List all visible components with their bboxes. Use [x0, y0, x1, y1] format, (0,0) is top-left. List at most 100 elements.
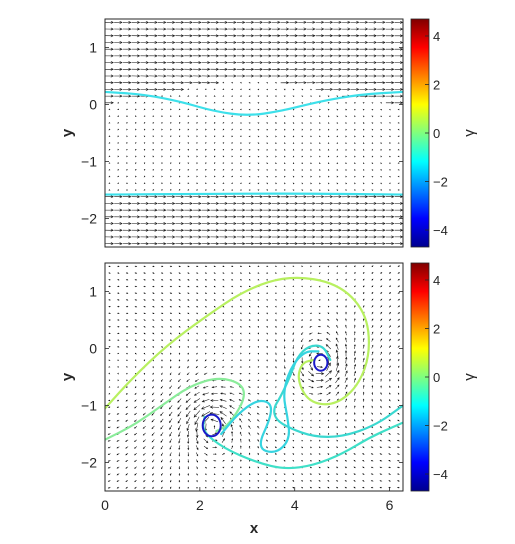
- quiver-arrow: [125, 453, 129, 456]
- quiver-arrow: [257, 352, 260, 355]
- quiver-arrow: [116, 406, 120, 409]
- quiver-arrow: [152, 108, 155, 111]
- quiver-arrow: [380, 318, 383, 322]
- quiver-arrow: [231, 135, 234, 138]
- quiver-arrow: [283, 332, 286, 336]
- quiver-arrow: [193, 81, 202, 85]
- quiver-arrow: [126, 122, 128, 124]
- quiver-arrow: [257, 122, 260, 124]
- quiver-arrow: [169, 265, 173, 268]
- quiver-arrow: [354, 304, 356, 308]
- quiver-arrow: [350, 47, 360, 51]
- quiver-arrow: [239, 95, 242, 97]
- quiver-arrow: [298, 81, 307, 85]
- quiver-arrow: [315, 228, 325, 232]
- quiver-arrow: [362, 418, 365, 422]
- quiver-arrow: [170, 155, 172, 158]
- quiver-arrow: [117, 135, 120, 138]
- quiver-arrow: [185, 398, 191, 403]
- quiver-arrow: [315, 372, 325, 376]
- quiver-arrow: [283, 358, 286, 363]
- quiver-arrow: [389, 372, 391, 375]
- quiver-arrow: [309, 473, 312, 475]
- quiver-arrow: [135, 128, 137, 131]
- quiver-arrow: [105, 222, 114, 225]
- quiver-arrow: [203, 438, 209, 444]
- quiver-arrow: [275, 359, 277, 362]
- quiver-arrow: [160, 452, 164, 457]
- quiver-arrow: [131, 228, 141, 232]
- quiver-arrow: [301, 135, 304, 138]
- quiver-arrow: [324, 195, 334, 199]
- quiver-arrow: [397, 115, 400, 117]
- quiver-arrow: [239, 162, 242, 164]
- quiver-arrow: [368, 195, 377, 199]
- quiver-arrow: [169, 425, 173, 430]
- quiver-arrow: [315, 222, 325, 225]
- quiver-arrow: [292, 446, 295, 449]
- quiver-arrow: [222, 175, 225, 178]
- quiver-arrow: [315, 27, 325, 31]
- quiver-arrow: [292, 142, 295, 144]
- quiver-arrow: [318, 466, 321, 469]
- quiver-arrow: [193, 34, 202, 38]
- quiver-arrow: [168, 405, 173, 410]
- quiver-arrow: [280, 34, 290, 38]
- colorbar-tick-label: 2: [433, 77, 440, 92]
- quiver-arrow: [219, 235, 228, 239]
- quiver-arrow: [219, 61, 228, 65]
- quiver-arrow: [126, 339, 129, 341]
- quiver-arrow: [213, 319, 216, 321]
- quiver-arrow: [161, 101, 163, 104]
- quiver-arrow: [301, 272, 304, 274]
- quiver-arrow: [266, 332, 268, 335]
- quiver-arrow: [370, 446, 374, 449]
- quiver-arrow: [210, 399, 219, 402]
- quiver-arrow: [160, 305, 164, 308]
- quiver-arrow: [335, 480, 339, 482]
- quiver-arrow: [152, 128, 155, 131]
- quiver-arrow: [248, 272, 251, 274]
- quiver-arrow: [335, 377, 340, 384]
- quiver-arrow: [204, 88, 207, 90]
- quiver-arrow: [397, 182, 400, 185]
- quiver-arrow: [222, 189, 225, 191]
- quiver-arrow: [178, 135, 181, 138]
- top-colorbar-label: γ: [461, 129, 478, 137]
- quiver-arrow: [134, 366, 137, 369]
- quiver-arrow: [196, 155, 198, 158]
- quiver-arrow: [345, 278, 347, 281]
- quiver-arrow: [116, 439, 120, 442]
- quiver-arrow: [245, 201, 255, 205]
- quiver-arrow: [135, 142, 137, 144]
- quiver-arrow: [222, 292, 225, 294]
- quiver-arrow: [263, 228, 272, 232]
- quiver-arrow: [213, 175, 216, 178]
- quiver-arrow: [222, 279, 225, 281]
- quiver-arrow: [140, 34, 150, 38]
- quiver-arrow: [283, 338, 286, 342]
- quiver-arrow: [335, 362, 340, 371]
- quiver-arrow: [254, 61, 263, 65]
- quiver-arrow: [169, 299, 173, 301]
- quiver-arrow: [388, 480, 391, 482]
- quiver-arrow: [245, 195, 255, 199]
- quiver-arrow: [140, 27, 150, 31]
- quiver-arrow: [362, 384, 365, 389]
- bottom-contours: [105, 276, 403, 470]
- quiver-arrow: [236, 201, 246, 205]
- quiver-arrow: [274, 453, 277, 455]
- quiver-arrow: [149, 61, 158, 65]
- quiver-arrow: [310, 189, 312, 191]
- quiver-arrow: [248, 155, 251, 158]
- quiver-arrow: [335, 486, 339, 489]
- quiver-arrow: [193, 201, 202, 205]
- quiver-arrow: [350, 20, 360, 24]
- quiver-arrow: [248, 305, 251, 308]
- quiver-arrow: [179, 169, 181, 171]
- quiver-arrow: [184, 201, 193, 205]
- quiver-arrow: [397, 155, 400, 158]
- quiver-arrow: [301, 446, 303, 449]
- quiver-arrow: [161, 359, 163, 362]
- quiver-arrow: [187, 88, 190, 90]
